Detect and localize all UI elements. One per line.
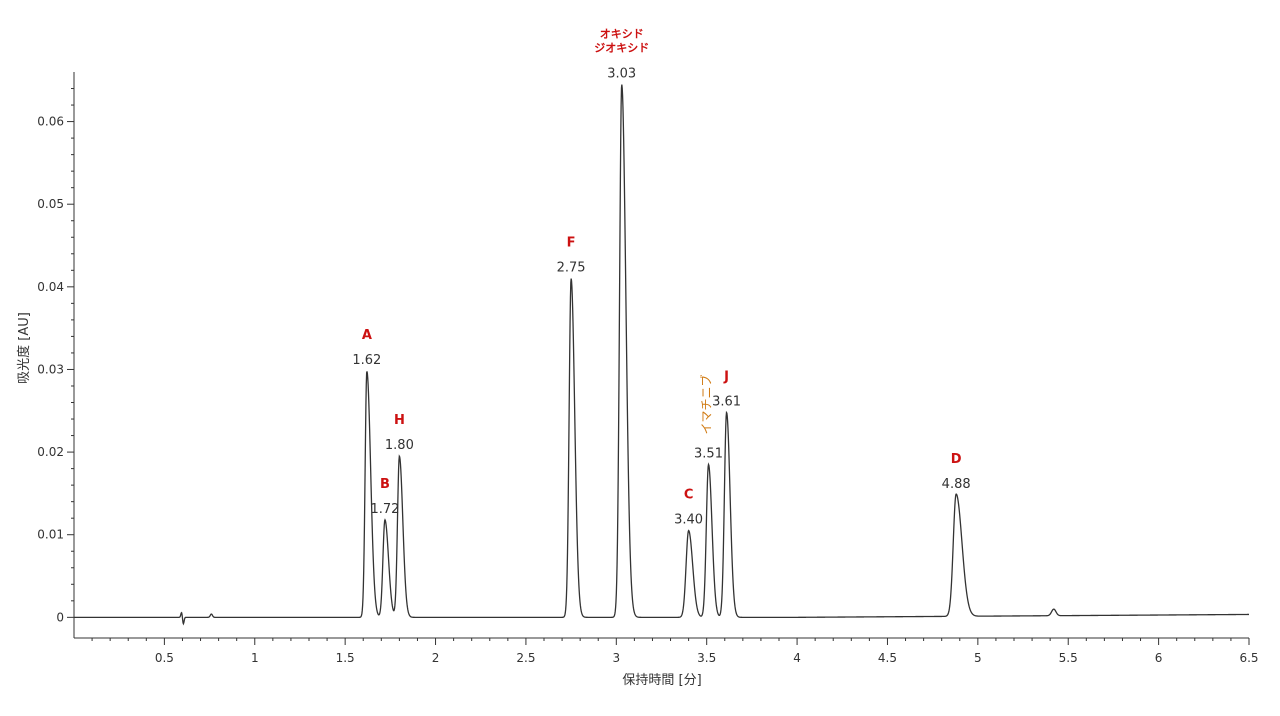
peak-rt-label: 3.03: [607, 66, 636, 81]
x-tick-label: 0.5: [155, 651, 174, 665]
peak-name-label: A: [362, 328, 372, 343]
y-axis-title: 吸光度 [AU]: [16, 312, 32, 384]
peak-rt-label: 3.61: [712, 394, 741, 409]
peak-name-label: J: [723, 369, 729, 384]
peak-name-label: H: [394, 413, 405, 428]
y-tick-label: 0: [56, 610, 64, 624]
y-tick-label: 0.05: [37, 197, 64, 211]
y-tick-label: 0.04: [37, 280, 64, 294]
peak-rt-label: 1.72: [370, 502, 399, 517]
x-tick-label: 3.5: [697, 651, 716, 665]
x-tick-label: 6: [1155, 651, 1163, 665]
peak-name-label: オキシド: [600, 27, 644, 40]
x-tick-label: 6.5: [1239, 651, 1258, 665]
x-tick-label: 2: [432, 651, 440, 665]
x-tick-label: 3: [612, 651, 620, 665]
y-tick-label: 0.03: [37, 362, 64, 376]
x-axis-title: 保持時間 [分]: [622, 673, 701, 688]
x-tick-label: 2.5: [516, 651, 535, 665]
x-tick-label: 1.5: [336, 651, 355, 665]
x-tick-label: 5: [974, 651, 982, 665]
y-tick-label: 0.06: [37, 115, 64, 129]
peak-rt-label: 3.40: [674, 513, 703, 528]
peak-rt-label: 3.51: [694, 446, 723, 461]
peak-name-label: F: [567, 236, 576, 251]
peak-rt-label: 4.88: [942, 477, 971, 492]
peak-name-label: ジオキシド: [594, 41, 649, 54]
chromatogram-trace: [74, 84, 1249, 626]
peak-name-label: イマチニブ: [699, 374, 714, 434]
y-tick-label: 0.01: [37, 528, 64, 542]
peak-rt-label: 1.80: [385, 438, 414, 453]
x-tick-label: 4: [793, 651, 801, 665]
peak-name-label: B: [380, 477, 390, 492]
peak-rt-label: 2.75: [557, 261, 586, 276]
peak-name-label: C: [684, 488, 694, 503]
x-tick-label: 4.5: [878, 651, 897, 665]
y-tick-label: 0.02: [37, 445, 64, 459]
x-tick-label: 1: [251, 651, 259, 665]
peak-name-label: D: [951, 452, 962, 467]
axes: 0.5 1 1.5 2 2.5 3 3.5 4 4.5 5 5.5 6 6.5 0 0.01 0.02 0.03…: [37, 72, 1259, 665]
peak-rt-label: 1.62: [352, 353, 381, 368]
x-tick-label: 5.5: [1059, 651, 1078, 665]
